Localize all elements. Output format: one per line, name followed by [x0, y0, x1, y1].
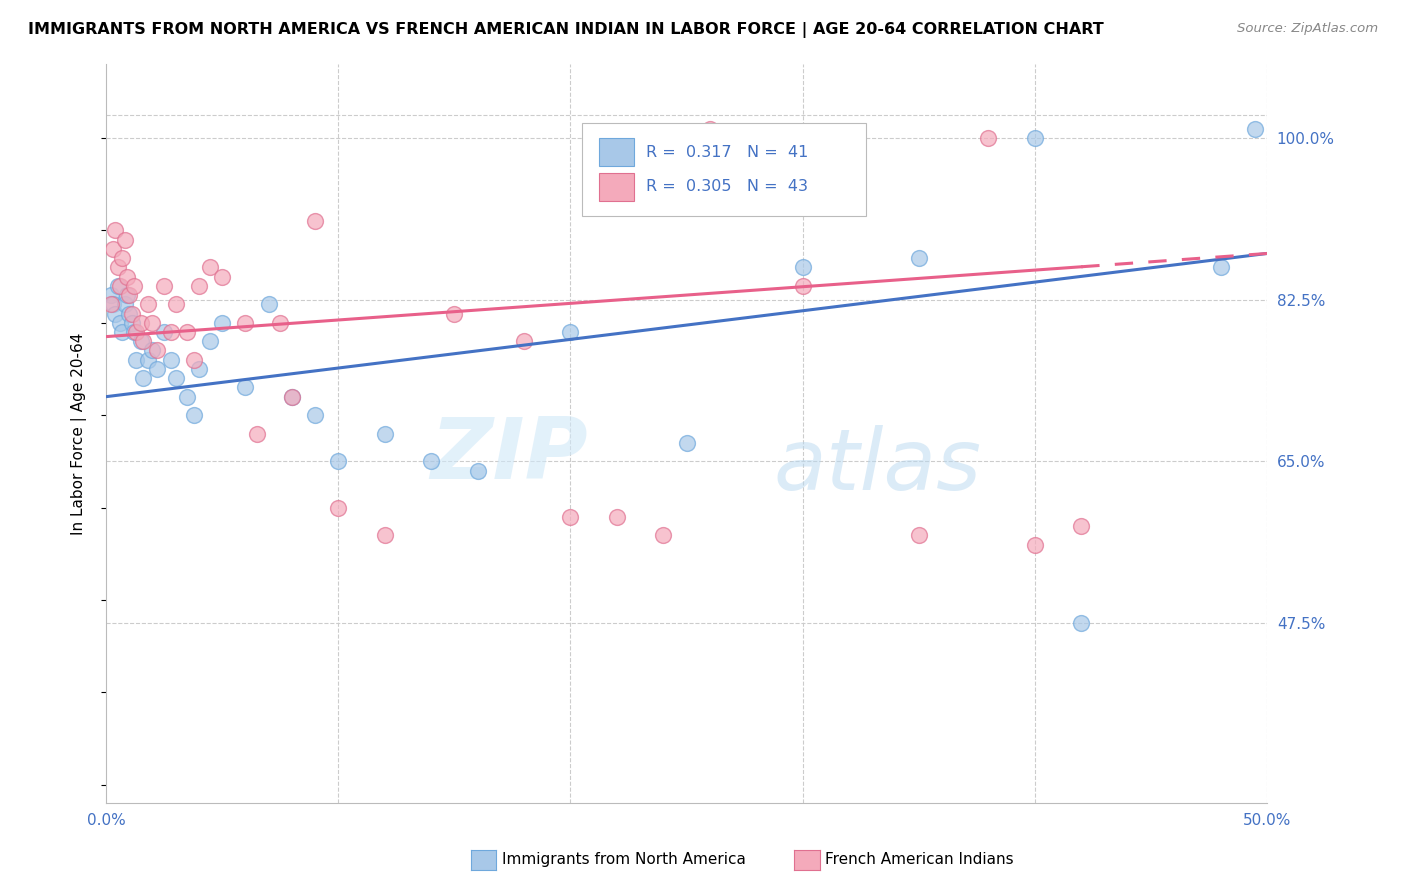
Point — [104, 223, 127, 237]
Point — [233, 316, 256, 330]
Point — [1209, 260, 1232, 275]
Point — [792, 260, 814, 275]
Point — [560, 509, 582, 524]
Point — [304, 408, 326, 422]
Text: R =  0.305   N =  43: R = 0.305 N = 43 — [645, 179, 808, 194]
Point — [907, 528, 929, 542]
Point — [699, 121, 721, 136]
Point — [141, 343, 163, 358]
Point — [100, 297, 122, 311]
Point — [1024, 537, 1046, 551]
Point — [122, 278, 145, 293]
Point — [977, 131, 1000, 145]
Point — [211, 269, 233, 284]
Point — [374, 528, 396, 542]
Point — [200, 334, 222, 349]
Point — [281, 390, 304, 404]
Point — [146, 343, 169, 358]
Point — [153, 325, 176, 339]
Text: R =  0.317   N =  41: R = 0.317 N = 41 — [645, 145, 808, 160]
Point — [420, 454, 443, 468]
Point — [211, 316, 233, 330]
Point — [111, 251, 134, 265]
Point — [115, 288, 138, 302]
Point — [101, 242, 124, 256]
Point — [122, 325, 145, 339]
Point — [129, 316, 152, 330]
Point — [121, 316, 143, 330]
Point — [101, 297, 124, 311]
Point — [129, 334, 152, 349]
Point — [652, 528, 675, 542]
Point — [136, 352, 159, 367]
Text: Immigrants from North America: Immigrants from North America — [502, 853, 745, 867]
Point — [1070, 519, 1092, 533]
Point — [374, 426, 396, 441]
Text: ZIP: ZIP — [430, 414, 588, 498]
Point — [141, 316, 163, 330]
Point — [675, 436, 697, 450]
Point — [132, 371, 155, 385]
Point — [114, 297, 136, 311]
Point — [165, 371, 187, 385]
Point — [233, 380, 256, 394]
Point — [146, 362, 169, 376]
Text: Source: ZipAtlas.com: Source: ZipAtlas.com — [1237, 22, 1378, 36]
Point — [257, 297, 280, 311]
Point — [328, 454, 350, 468]
Point — [187, 362, 209, 376]
Point — [304, 214, 326, 228]
Y-axis label: In Labor Force | Age 20-64: In Labor Force | Age 20-64 — [72, 333, 87, 535]
Point — [281, 390, 304, 404]
Point — [513, 334, 536, 349]
Point — [269, 316, 291, 330]
Point — [165, 297, 187, 311]
Text: French American Indians: French American Indians — [825, 853, 1014, 867]
Point — [467, 464, 489, 478]
Point — [176, 390, 198, 404]
Point — [100, 288, 122, 302]
Point — [183, 352, 205, 367]
Point — [160, 325, 183, 339]
Point — [200, 260, 222, 275]
Point — [118, 288, 141, 302]
Point — [108, 316, 131, 330]
FancyBboxPatch shape — [599, 138, 634, 166]
Point — [107, 278, 129, 293]
Point — [183, 408, 205, 422]
Point — [187, 278, 209, 293]
Point — [104, 306, 127, 320]
Point — [118, 306, 141, 320]
Point — [560, 325, 582, 339]
Point — [111, 325, 134, 339]
Point — [246, 426, 269, 441]
Point — [125, 352, 148, 367]
Point — [136, 297, 159, 311]
Text: IMMIGRANTS FROM NORTH AMERICA VS FRENCH AMERICAN INDIAN IN LABOR FORCE | AGE 20-: IMMIGRANTS FROM NORTH AMERICA VS FRENCH … — [28, 22, 1104, 38]
Point — [107, 260, 129, 275]
Point — [176, 325, 198, 339]
Point — [108, 278, 131, 293]
Point — [606, 509, 628, 524]
Point — [153, 278, 176, 293]
Point — [907, 251, 929, 265]
Point — [114, 233, 136, 247]
Text: atlas: atlas — [773, 425, 981, 508]
FancyBboxPatch shape — [582, 123, 866, 216]
Point — [792, 278, 814, 293]
Point — [443, 306, 465, 320]
Point — [121, 306, 143, 320]
Point — [1244, 121, 1267, 136]
Point — [115, 269, 138, 284]
FancyBboxPatch shape — [599, 173, 634, 201]
Point — [1024, 131, 1046, 145]
Point — [1070, 615, 1092, 630]
Point — [125, 325, 148, 339]
Point — [328, 500, 350, 515]
Point — [132, 334, 155, 349]
Point — [160, 352, 183, 367]
